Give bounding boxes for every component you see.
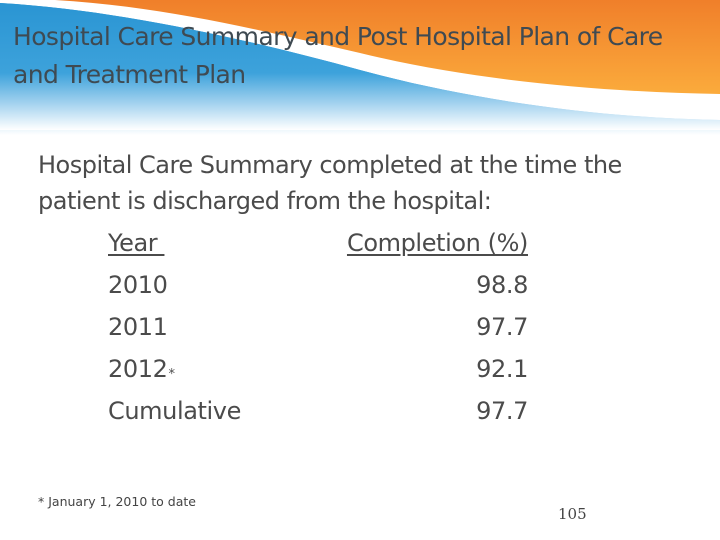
year-value: Cumulative (108, 397, 241, 425)
intro-text: Hospital Care Summary completed at the t… (38, 151, 622, 215)
footnote: * January 1, 2010 to date (38, 494, 196, 509)
year-value: 2011 (108, 313, 168, 341)
year-cell: 2011 (108, 306, 168, 354)
year-cell: 2010 (108, 264, 168, 312)
page-number: 105 (558, 505, 587, 523)
table-row: 2011 97.7 (108, 306, 528, 348)
year-column-header: Year (108, 229, 165, 257)
table-row: 2012* 92.1 (108, 348, 528, 390)
table-header-row: Year Completion (%) (108, 222, 528, 264)
header-wave-banner (0, 0, 720, 145)
year-value: 2010 (108, 271, 168, 299)
footnote-marker: * (168, 367, 175, 382)
completion-table: Year Completion (%) 2010 98.8 2011 97.7 … (108, 222, 528, 432)
year-cell: Cumulative (108, 390, 242, 438)
table-row: 2010 98.8 (108, 264, 528, 306)
completion-cell: 97.7 (476, 313, 528, 341)
completion-column-header: Completion (%) (346, 229, 528, 257)
table-row: Cumulative 97.7 (108, 390, 528, 432)
completion-cell: 97.7 (476, 397, 528, 425)
page-title: Hospital Care Summary and Post Hospital … (13, 22, 663, 89)
completion-cell: 98.8 (476, 271, 528, 299)
year-cell: 2012* (108, 348, 175, 396)
year-value: 2012 (108, 355, 168, 383)
completion-cell: 92.1 (476, 355, 528, 383)
